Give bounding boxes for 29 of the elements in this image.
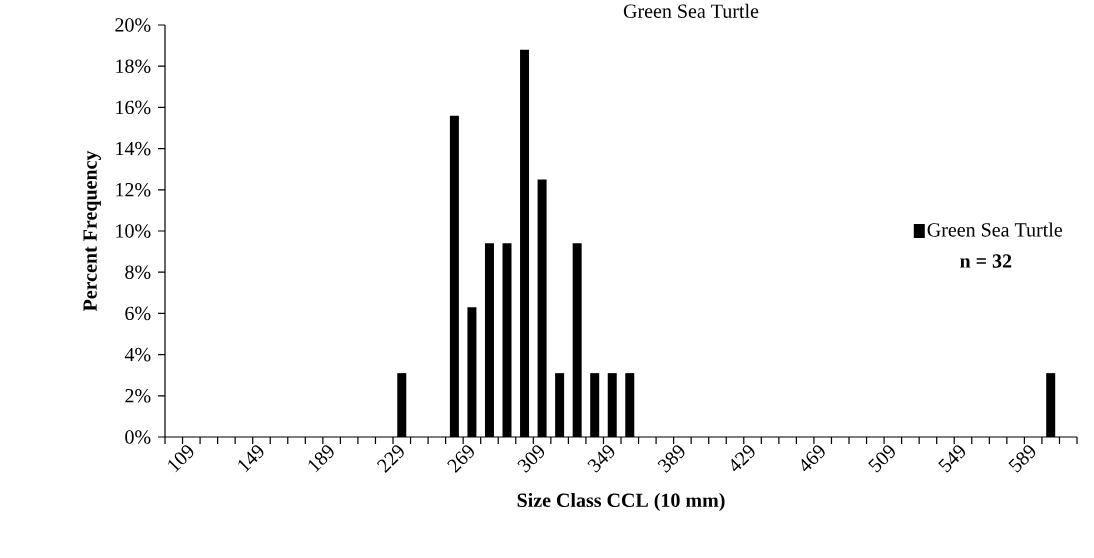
y-tick-label: 12% — [116, 183, 151, 197]
x-tick-label: 189 — [308, 445, 334, 473]
x-tick-label: 589 — [1008, 445, 1036, 473]
y-tick-label: 18% — [116, 59, 151, 73]
y-tick-label: 0% — [125, 430, 151, 444]
x-tick-label: 509 — [868, 445, 895, 473]
x-tick-label: 309 — [517, 445, 545, 473]
x-tick-label: 429 — [731, 445, 755, 472]
annotation: n = 32 — [960, 254, 1012, 268]
chart-title: Green Sea Turtle — [623, 3, 759, 18]
y-tick-label: 6% — [125, 306, 151, 321]
y-tick-label: 20% — [115, 18, 151, 32]
y-tick-label: 4% — [124, 347, 151, 362]
x-tick-label: 549 — [938, 445, 965, 473]
x-tick-label: 269 — [447, 445, 474, 473]
y-axis-title: Percent Frequency — [83, 150, 101, 312]
x-tick-label: 109 — [168, 445, 194, 473]
x-tick-label: 389 — [657, 445, 685, 473]
x-tick-label: 149 — [238, 445, 264, 473]
x-tick-label: 229 — [376, 445, 404, 473]
y-tick-label: 2% — [125, 389, 151, 403]
legend-label: Green Sea Turtle — [927, 222, 1063, 237]
y-tick-label: 10% — [116, 224, 151, 238]
x-axis-title: Size Class CCL (10 mm) — [517, 492, 725, 512]
y-tick-label: 14% — [116, 141, 151, 156]
y-tick-label: 8% — [125, 265, 151, 279]
x-tick-label: 469 — [801, 445, 825, 472]
y-tick-label: 16% — [116, 100, 151, 115]
x-tick-label: 349 — [587, 445, 615, 473]
